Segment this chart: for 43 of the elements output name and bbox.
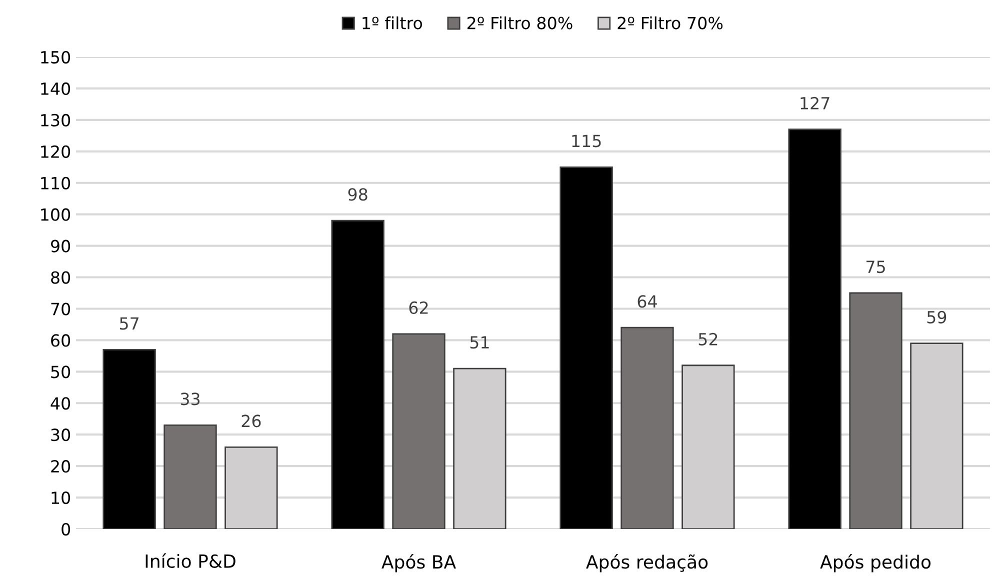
y-tick-label: 140 [41,82,70,96]
y-tick-label: 40 [50,397,70,410]
y-tick-label: 130 [41,114,70,126]
data-label: 59 [927,310,946,324]
data-label: 57 [120,317,138,330]
bar [392,333,446,529]
data-label: 26 [242,414,261,428]
legend-label: 2º Filtro 70% [618,16,723,30]
y-tick-label: 110 [41,176,70,190]
bar [849,292,902,529]
y-tick-label: 50 [51,366,70,378]
bar [620,326,674,529]
y-tick-label: 70 [51,302,70,316]
data-label: 52 [698,332,718,346]
y-tick-label: 90 [50,240,70,252]
data-label: 127 [800,96,830,110]
y-tick-label: 60 [51,334,70,347]
y-tick-label: 80 [51,271,70,284]
bar [788,128,842,529]
bar [560,166,613,529]
y-tick-label: 120 [41,145,70,158]
data-label: 51 [470,336,489,349]
y-tick-label: 20 [51,460,70,473]
y-tick-label: 10 [52,491,70,504]
legend-label: 1º filtro [362,16,422,30]
y-tick-label: 30 [51,428,70,442]
x-tick-label: Início P&D [146,553,236,568]
bar [331,220,384,529]
data-label: 62 [409,301,428,314]
bar [102,348,156,529]
data-label: 33 [180,392,200,406]
data-label: 75 [866,260,885,274]
data-label: 115 [572,134,601,148]
x-tick-label: Após redação [586,554,708,572]
y-tick-label: 100 [41,208,70,221]
legend-label: 2º Filtro 80% [467,16,572,30]
bar [164,424,217,529]
x-tick-label: Após BA [382,554,456,572]
data-label: 64 [638,295,657,308]
x-tick-label: Após pedido [820,554,931,572]
y-tick-label: 150 [41,50,70,64]
y-tick-label: 0 [62,522,70,536]
data-label: 98 [348,188,368,201]
